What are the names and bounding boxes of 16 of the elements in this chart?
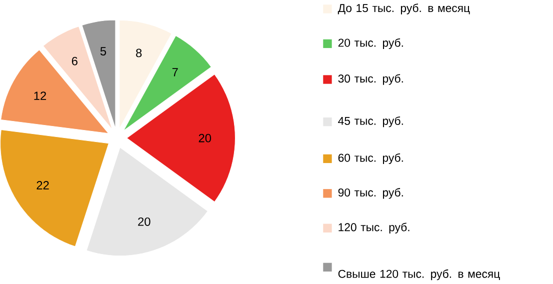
legend-label: 90 тыс. руб. (338, 188, 403, 199)
data-label: 22 (36, 181, 49, 190)
data-label: 20 (198, 134, 212, 142)
data-label: 8 (136, 48, 142, 58)
legend-label: До 15 тыс. руб. в месяц (338, 4, 470, 14)
legend-label: 45 тыс. руб. (338, 116, 403, 128)
data-label: 6 (72, 56, 78, 66)
legend-label: 30 тыс. руб. (338, 74, 403, 85)
data-label: 7 (172, 68, 178, 76)
data-label: 20 (138, 218, 150, 226)
data-label: 5 (100, 47, 106, 56)
legend-label: 120 тыс. руб. (338, 222, 410, 234)
legend-label: Свыше 120 тыс. руб. в месяц (338, 270, 500, 280)
legend-label: 60 тыс. руб. (338, 153, 403, 164)
data-label: 12 (34, 92, 46, 100)
legend-label: 20 тыс. руб. (338, 38, 403, 50)
